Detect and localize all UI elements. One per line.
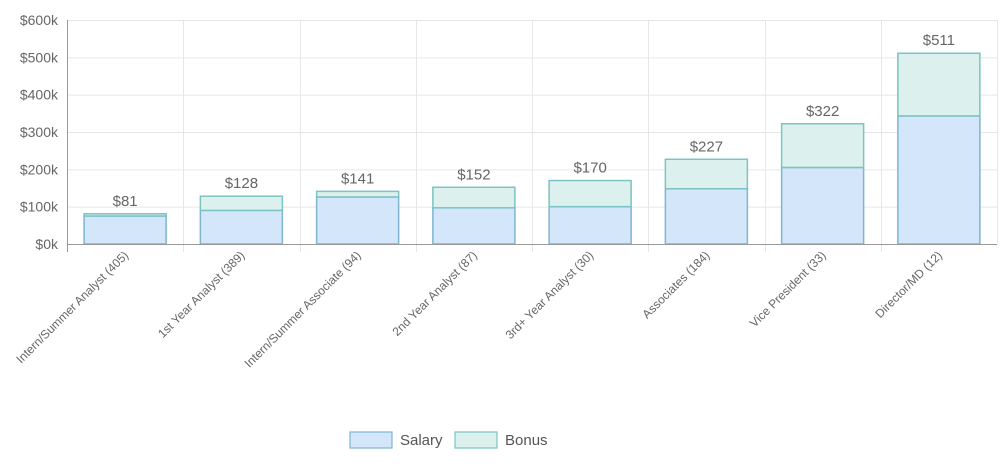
bar-total-label: $81	[113, 193, 138, 210]
x-tick-label: 2nd Year Analyst (87)	[389, 248, 480, 339]
bar-bonus-3[interactable]	[432, 186, 516, 209]
x-tick-label: 3rd+ Year Analyst (30)	[503, 248, 597, 342]
bar-total-label: $322	[806, 103, 839, 120]
legend-label-salary[interactable]: Salary	[400, 432, 443, 449]
bar-salary-7[interactable]	[897, 115, 981, 245]
bar-salary-1[interactable]	[199, 209, 284, 245]
bar-bonus-6[interactable]	[780, 123, 865, 169]
legend-label-bonus[interactable]: Bonus	[505, 432, 548, 449]
x-tick-label: Vice President (33)	[747, 248, 829, 330]
y-tick-label: $300k	[20, 124, 59, 140]
x-tick-label: 1st Year Analyst (389)	[155, 248, 247, 340]
axes	[67, 20, 997, 252]
bar-total-label: $152	[457, 166, 490, 183]
bar-bonus-2[interactable]	[315, 190, 400, 198]
bar-bonus-5[interactable]	[664, 158, 749, 190]
bar-bonus-0[interactable]	[83, 213, 167, 217]
x-tick-label: Director/MD (12)	[872, 248, 945, 321]
gridlines	[67, 20, 998, 252]
legend-swatch-bonus[interactable]	[454, 431, 498, 449]
bar-total-label: $170	[573, 160, 606, 177]
bar-bonus-7[interactable]	[897, 52, 981, 117]
y-tick-label: $600k	[20, 12, 59, 28]
y-tick-label: $500k	[20, 49, 59, 65]
y-tick-label: $400k	[20, 87, 59, 103]
bar-salary-6[interactable]	[780, 166, 865, 245]
bar-salary-0[interactable]	[83, 215, 167, 245]
bar-bonus-4[interactable]	[548, 179, 632, 208]
legend[interactable]: Salary Bonus	[349, 431, 548, 449]
bar-total-label: $511	[923, 32, 955, 49]
x-tick-label: Intern/Summer Associate (94)	[242, 248, 364, 370]
y-tick-label: $0k	[35, 236, 59, 252]
x-tick-label: Associates (184)	[639, 248, 712, 321]
bars	[83, 52, 981, 245]
bar-salary-3[interactable]	[432, 207, 516, 245]
y-tick-label: $200k	[20, 161, 59, 177]
legend-swatch-salary[interactable]	[349, 431, 393, 449]
x-tick-label: Intern/Summer Analyst (405)	[13, 248, 131, 366]
bar-total-label: $141	[341, 170, 374, 187]
bar-bonus-1[interactable]	[199, 195, 284, 212]
bar-salary-2[interactable]	[315, 196, 400, 245]
bar-total-label: $128	[225, 175, 258, 192]
bar-salary-4[interactable]	[548, 205, 632, 245]
bar-total-label: $227	[690, 138, 723, 155]
bar-salary-5[interactable]	[664, 187, 749, 245]
y-tick-label: $100k	[20, 199, 59, 215]
